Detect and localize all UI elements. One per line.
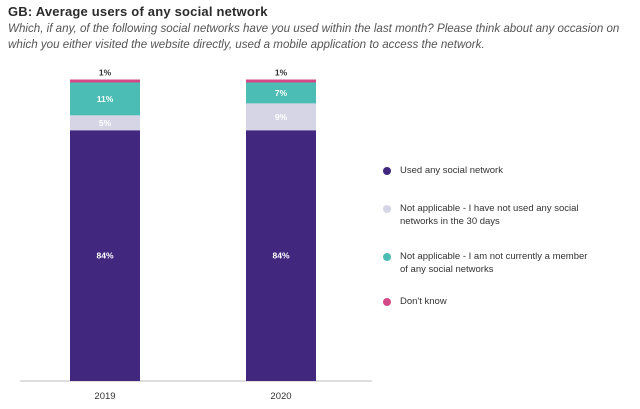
bar-segment-2020-not-applicable-i-am-not-currently-a-member-of-any-social-networks (246, 82, 316, 104)
data-label-2020-don-t-know: 1% (275, 68, 288, 78)
legend-label-don-t-know: Don't know (400, 296, 447, 307)
legend-label-used-any-social-network: Used any social network (400, 165, 503, 176)
bar-segment-2019-don-t-know (70, 79, 140, 83)
legend-item-not-applicable-i-have-not-used-any-social-networks-in-the-30-days: Not applicable - I have not used any soc… (383, 202, 633, 228)
data-label-2019-used-any-social-network: 84% (96, 251, 113, 261)
legend-item-used-any-social-network: Used any social network (383, 164, 633, 177)
data-label-2020-used-any-social-network: 84% (272, 251, 289, 261)
chart-subtitle: Which, if any, of the following social n… (8, 22, 620, 51)
bar-segment-2020-used-any-social-network (246, 130, 316, 381)
legend-item-not-applicable-i-am-not-currently-a-member-of-any-social-networks: Not applicable - I am not currently a me… (383, 250, 633, 276)
x-tick-label-2019: 2019 (94, 391, 115, 402)
data-label-2020-not-applicable-i-have-not-used-any-social-networks-in-the-30-days: 9% (275, 112, 288, 122)
data-label-2019-don-t-know: 1% (99, 68, 112, 78)
legend-swatch-used-any-social-network (383, 166, 391, 175)
chart-title: GB: Average users of any social network (8, 4, 268, 19)
data-label-2019-not-applicable-i-am-not-currently-a-member-of-any-social-networks: 11% (97, 94, 114, 104)
bar-segment-2019-used-any-social-network (70, 130, 140, 381)
bar-segment-2020-don-t-know (246, 79, 316, 83)
legend-label-not-applicable-i-have-not-used-any-social-networks-in-the-30-days: Not applicable - I have not used any soc… (400, 203, 579, 227)
legend-label-not-applicable-i-am-not-currently-a-member-of-any-social-networks: Not applicable - I am not currently a me… (400, 251, 588, 275)
data-label-2020-not-applicable-i-am-not-currently-a-member-of-any-social-networks: 7% (275, 88, 288, 98)
bar-segment-2020-not-applicable-i-have-not-used-any-social-networks-in-the-30-days (246, 103, 316, 131)
legend-swatch-don-t-know (383, 297, 391, 306)
bars-group: 84% 5% 11% 1% 2019 84% 9% 7% 1% 2020 (70, 68, 316, 402)
data-label-2019-not-applicable-i-have-not-used-any-social-networks-in-the-30-days: 5% (99, 118, 112, 128)
legend-swatch-not-applicable-i-have-not-used-any-social-networks-in-the-30-days (383, 204, 391, 213)
bar-segment-2019-not-applicable-i-am-not-currently-a-member-of-any-social-networks (70, 82, 140, 116)
x-tick-label-2020: 2020 (270, 391, 291, 402)
bar-segment-2019-not-applicable-i-have-not-used-any-social-networks-in-the-30-days (70, 115, 140, 131)
legend-swatch-not-applicable-i-am-not-currently-a-member-of-any-social-networks (383, 252, 391, 261)
legend-item-don-t-know: Don't know (383, 295, 633, 308)
